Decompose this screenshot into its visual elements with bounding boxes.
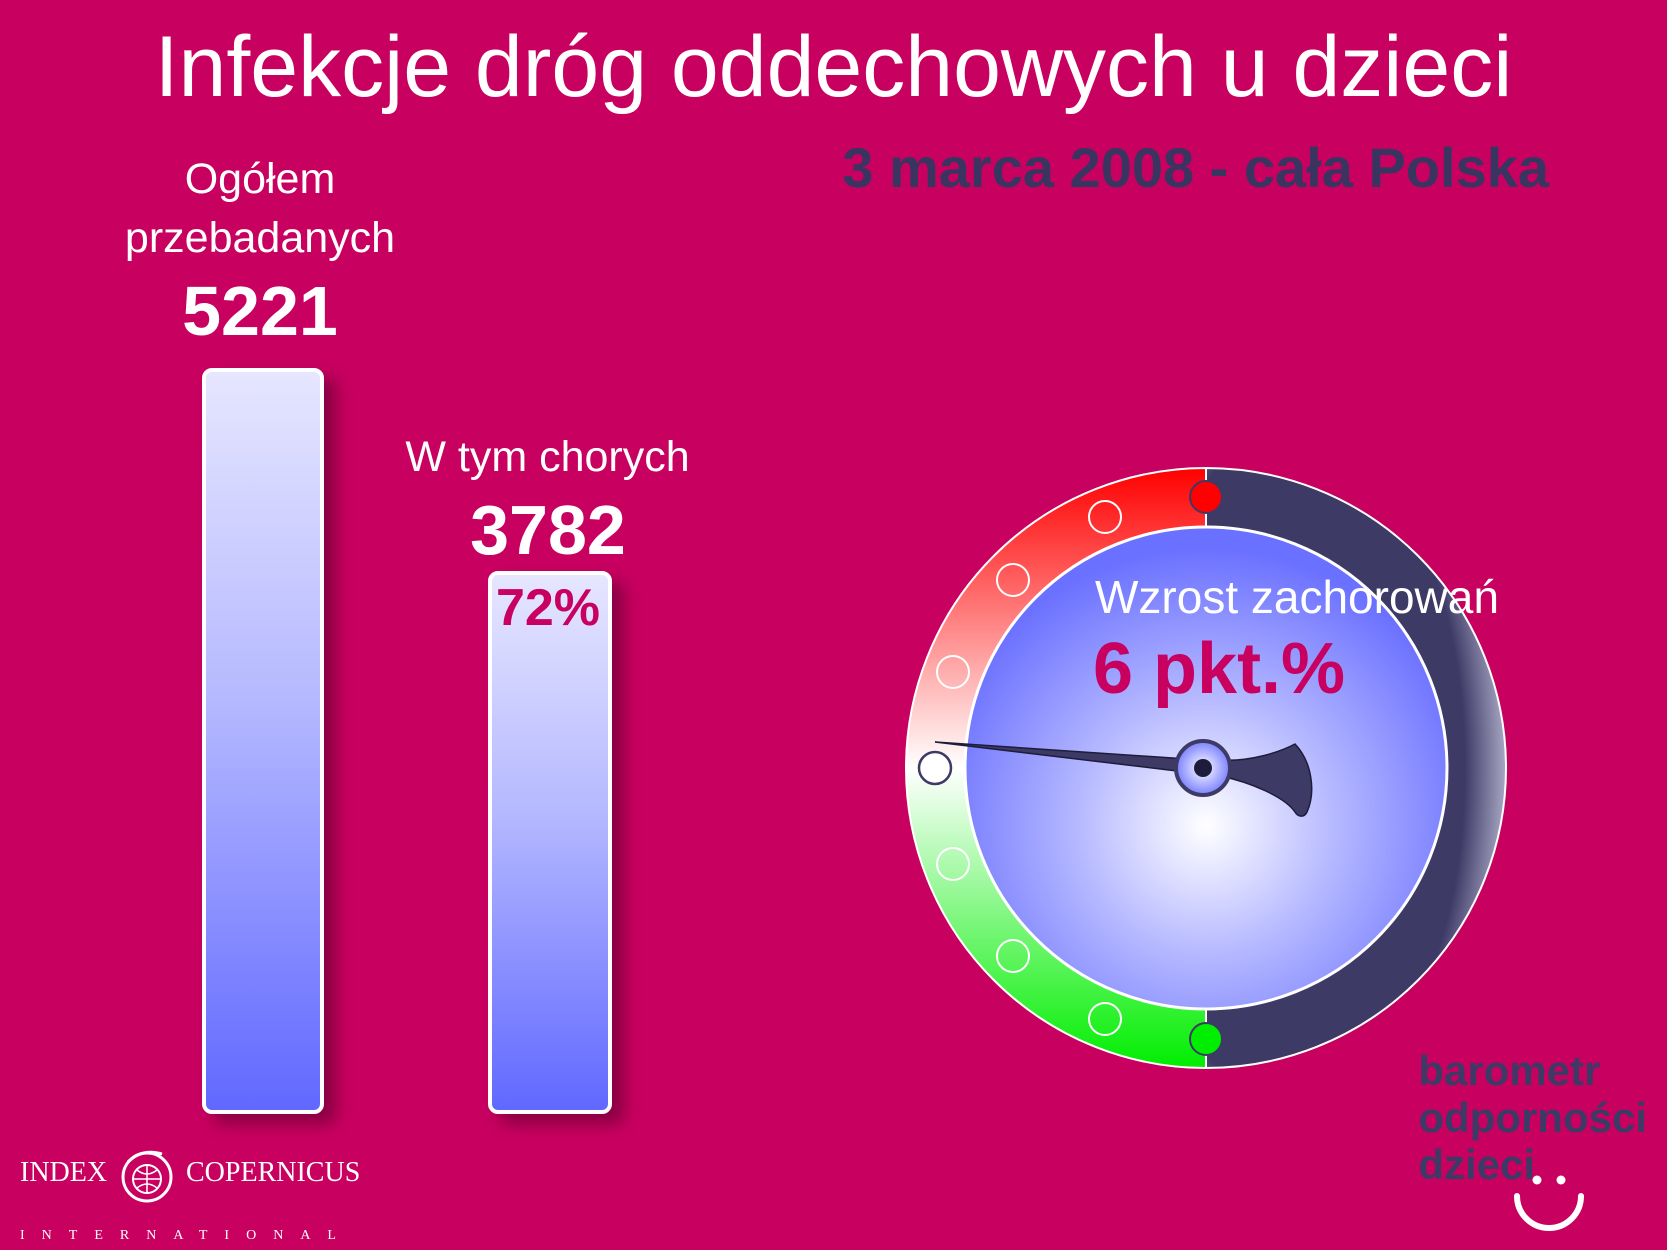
- brand-line2: odporności: [1418, 1094, 1647, 1142]
- sick-percent: 72%: [495, 579, 601, 637]
- gauge-tick: [996, 563, 1030, 597]
- gauge-tick-active: [917, 750, 953, 786]
- brand-line1: barometr: [1418, 1047, 1601, 1094]
- gauge-tick: [1088, 500, 1122, 534]
- logo-text-left: INDEX: [20, 1157, 108, 1189]
- logo-subtext: INTERNATIONAL: [20, 1228, 353, 1243]
- gauge-tick: [996, 939, 1030, 973]
- gauge: [905, 466, 1507, 1070]
- total-label-line1: Ogółem: [184, 155, 336, 203]
- gauge-needle-tail: [1219, 743, 1313, 817]
- gauge-tick: [936, 847, 970, 881]
- gauge-tick: [936, 655, 970, 689]
- bar-total: [202, 368, 324, 1114]
- gauge-tick: [1088, 1002, 1122, 1036]
- brand-logo: barometr odporności dzieci: [1418, 1047, 1647, 1188]
- bar-sick: [488, 571, 612, 1114]
- page-title: Infekcje dróg oddechowych u dzieci: [154, 19, 1513, 115]
- gauge-hub-center: [1194, 759, 1212, 777]
- gauge-ticks: [917, 480, 1223, 1056]
- total-value: 5221: [182, 272, 338, 350]
- smile-icon: [1514, 1175, 1584, 1231]
- globe-icon: [121, 1150, 173, 1203]
- brand-line3: dzieci: [1418, 1141, 1536, 1189]
- gauge-value: 6 pkt.%: [1093, 629, 1346, 709]
- total-label-line2: przebadanych: [124, 214, 396, 263]
- sick-value: 3782: [470, 491, 626, 569]
- gauge-label: Wzrost zachorowań: [1095, 571, 1499, 623]
- total-label: Ogółem przebadanych: [90, 150, 430, 269]
- logo-text-right: COPERNICUS: [186, 1157, 361, 1189]
- sick-label: W tym chorych: [405, 433, 690, 481]
- gauge-tick-green: [1189, 1022, 1223, 1056]
- gauge-tick-red: [1189, 480, 1223, 514]
- page-subtitle: 3 marca 2008 - cała Polska: [842, 136, 1549, 199]
- index-copernicus-logo: INDEX COPERNICUS INTERNATIONAL: [20, 1148, 360, 1244]
